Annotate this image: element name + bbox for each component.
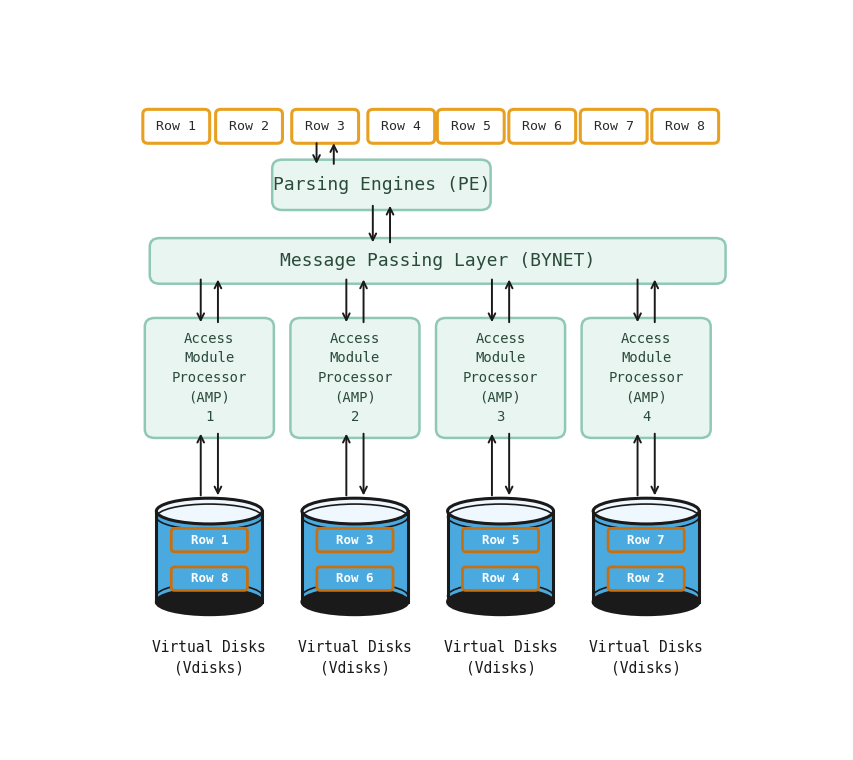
FancyBboxPatch shape (142, 109, 210, 144)
Ellipse shape (156, 589, 262, 615)
Ellipse shape (447, 589, 553, 615)
FancyBboxPatch shape (462, 528, 538, 552)
Text: Message Passing Layer (BYNET): Message Passing Layer (BYNET) (280, 252, 595, 270)
Text: Row 1: Row 1 (190, 534, 228, 546)
Text: Row 4: Row 4 (380, 120, 421, 133)
Text: Virtual Disks
(Vdisks): Virtual Disks (Vdisks) (589, 640, 702, 676)
FancyBboxPatch shape (215, 109, 282, 144)
Text: Row 1: Row 1 (156, 120, 196, 133)
Ellipse shape (156, 499, 262, 524)
Text: Row 3: Row 3 (336, 534, 374, 546)
FancyBboxPatch shape (368, 109, 434, 144)
Text: Access
Module
Processor
(AMP)
1: Access Module Processor (AMP) 1 (171, 332, 247, 424)
FancyBboxPatch shape (580, 109, 647, 144)
FancyBboxPatch shape (437, 109, 503, 144)
FancyBboxPatch shape (316, 567, 392, 591)
FancyBboxPatch shape (581, 318, 710, 438)
Text: Row 2: Row 2 (627, 572, 664, 585)
Text: Row 5: Row 5 (450, 120, 490, 133)
Text: Row 6: Row 6 (336, 572, 374, 585)
Text: Access
Module
Processor
(AMP)
2: Access Module Processor (AMP) 2 (316, 332, 392, 424)
Text: Access
Module
Processor
(AMP)
3: Access Module Processor (AMP) 3 (462, 332, 537, 424)
Text: Row 7: Row 7 (627, 534, 664, 546)
FancyBboxPatch shape (462, 567, 538, 591)
FancyBboxPatch shape (292, 109, 358, 144)
FancyBboxPatch shape (607, 528, 683, 552)
Text: Access
Module
Processor
(AMP)
4: Access Module Processor (AMP) 4 (607, 332, 683, 424)
Text: Row 8: Row 8 (664, 120, 705, 133)
FancyBboxPatch shape (316, 528, 392, 552)
FancyBboxPatch shape (149, 238, 725, 283)
FancyBboxPatch shape (171, 528, 247, 552)
Text: Virtual Disks
(Vdisks): Virtual Disks (Vdisks) (298, 640, 411, 676)
Text: Row 7: Row 7 (593, 120, 633, 133)
Ellipse shape (593, 589, 699, 615)
Bar (593, 511, 699, 602)
Ellipse shape (302, 499, 408, 524)
Text: Row 5: Row 5 (481, 534, 519, 546)
Bar (156, 511, 262, 602)
Text: Row 4: Row 4 (481, 572, 519, 585)
Text: Row 3: Row 3 (305, 120, 345, 133)
Text: Virtual Disks
(Vdisks): Virtual Disks (Vdisks) (444, 640, 557, 676)
FancyBboxPatch shape (607, 567, 683, 591)
FancyBboxPatch shape (651, 109, 717, 144)
Text: Row 8: Row 8 (190, 572, 228, 585)
Bar (447, 511, 553, 602)
Text: Row 2: Row 2 (229, 120, 269, 133)
FancyBboxPatch shape (508, 109, 575, 144)
FancyBboxPatch shape (171, 567, 247, 591)
Ellipse shape (302, 589, 408, 615)
Bar (302, 511, 408, 602)
Ellipse shape (447, 499, 553, 524)
Ellipse shape (593, 499, 699, 524)
Text: Parsing Engines (PE): Parsing Engines (PE) (272, 176, 490, 194)
FancyBboxPatch shape (272, 160, 490, 210)
Text: Virtual Disks
(Vdisks): Virtual Disks (Vdisks) (153, 640, 266, 676)
FancyBboxPatch shape (290, 318, 419, 438)
FancyBboxPatch shape (436, 318, 565, 438)
FancyBboxPatch shape (145, 318, 274, 438)
Text: Row 6: Row 6 (522, 120, 561, 133)
